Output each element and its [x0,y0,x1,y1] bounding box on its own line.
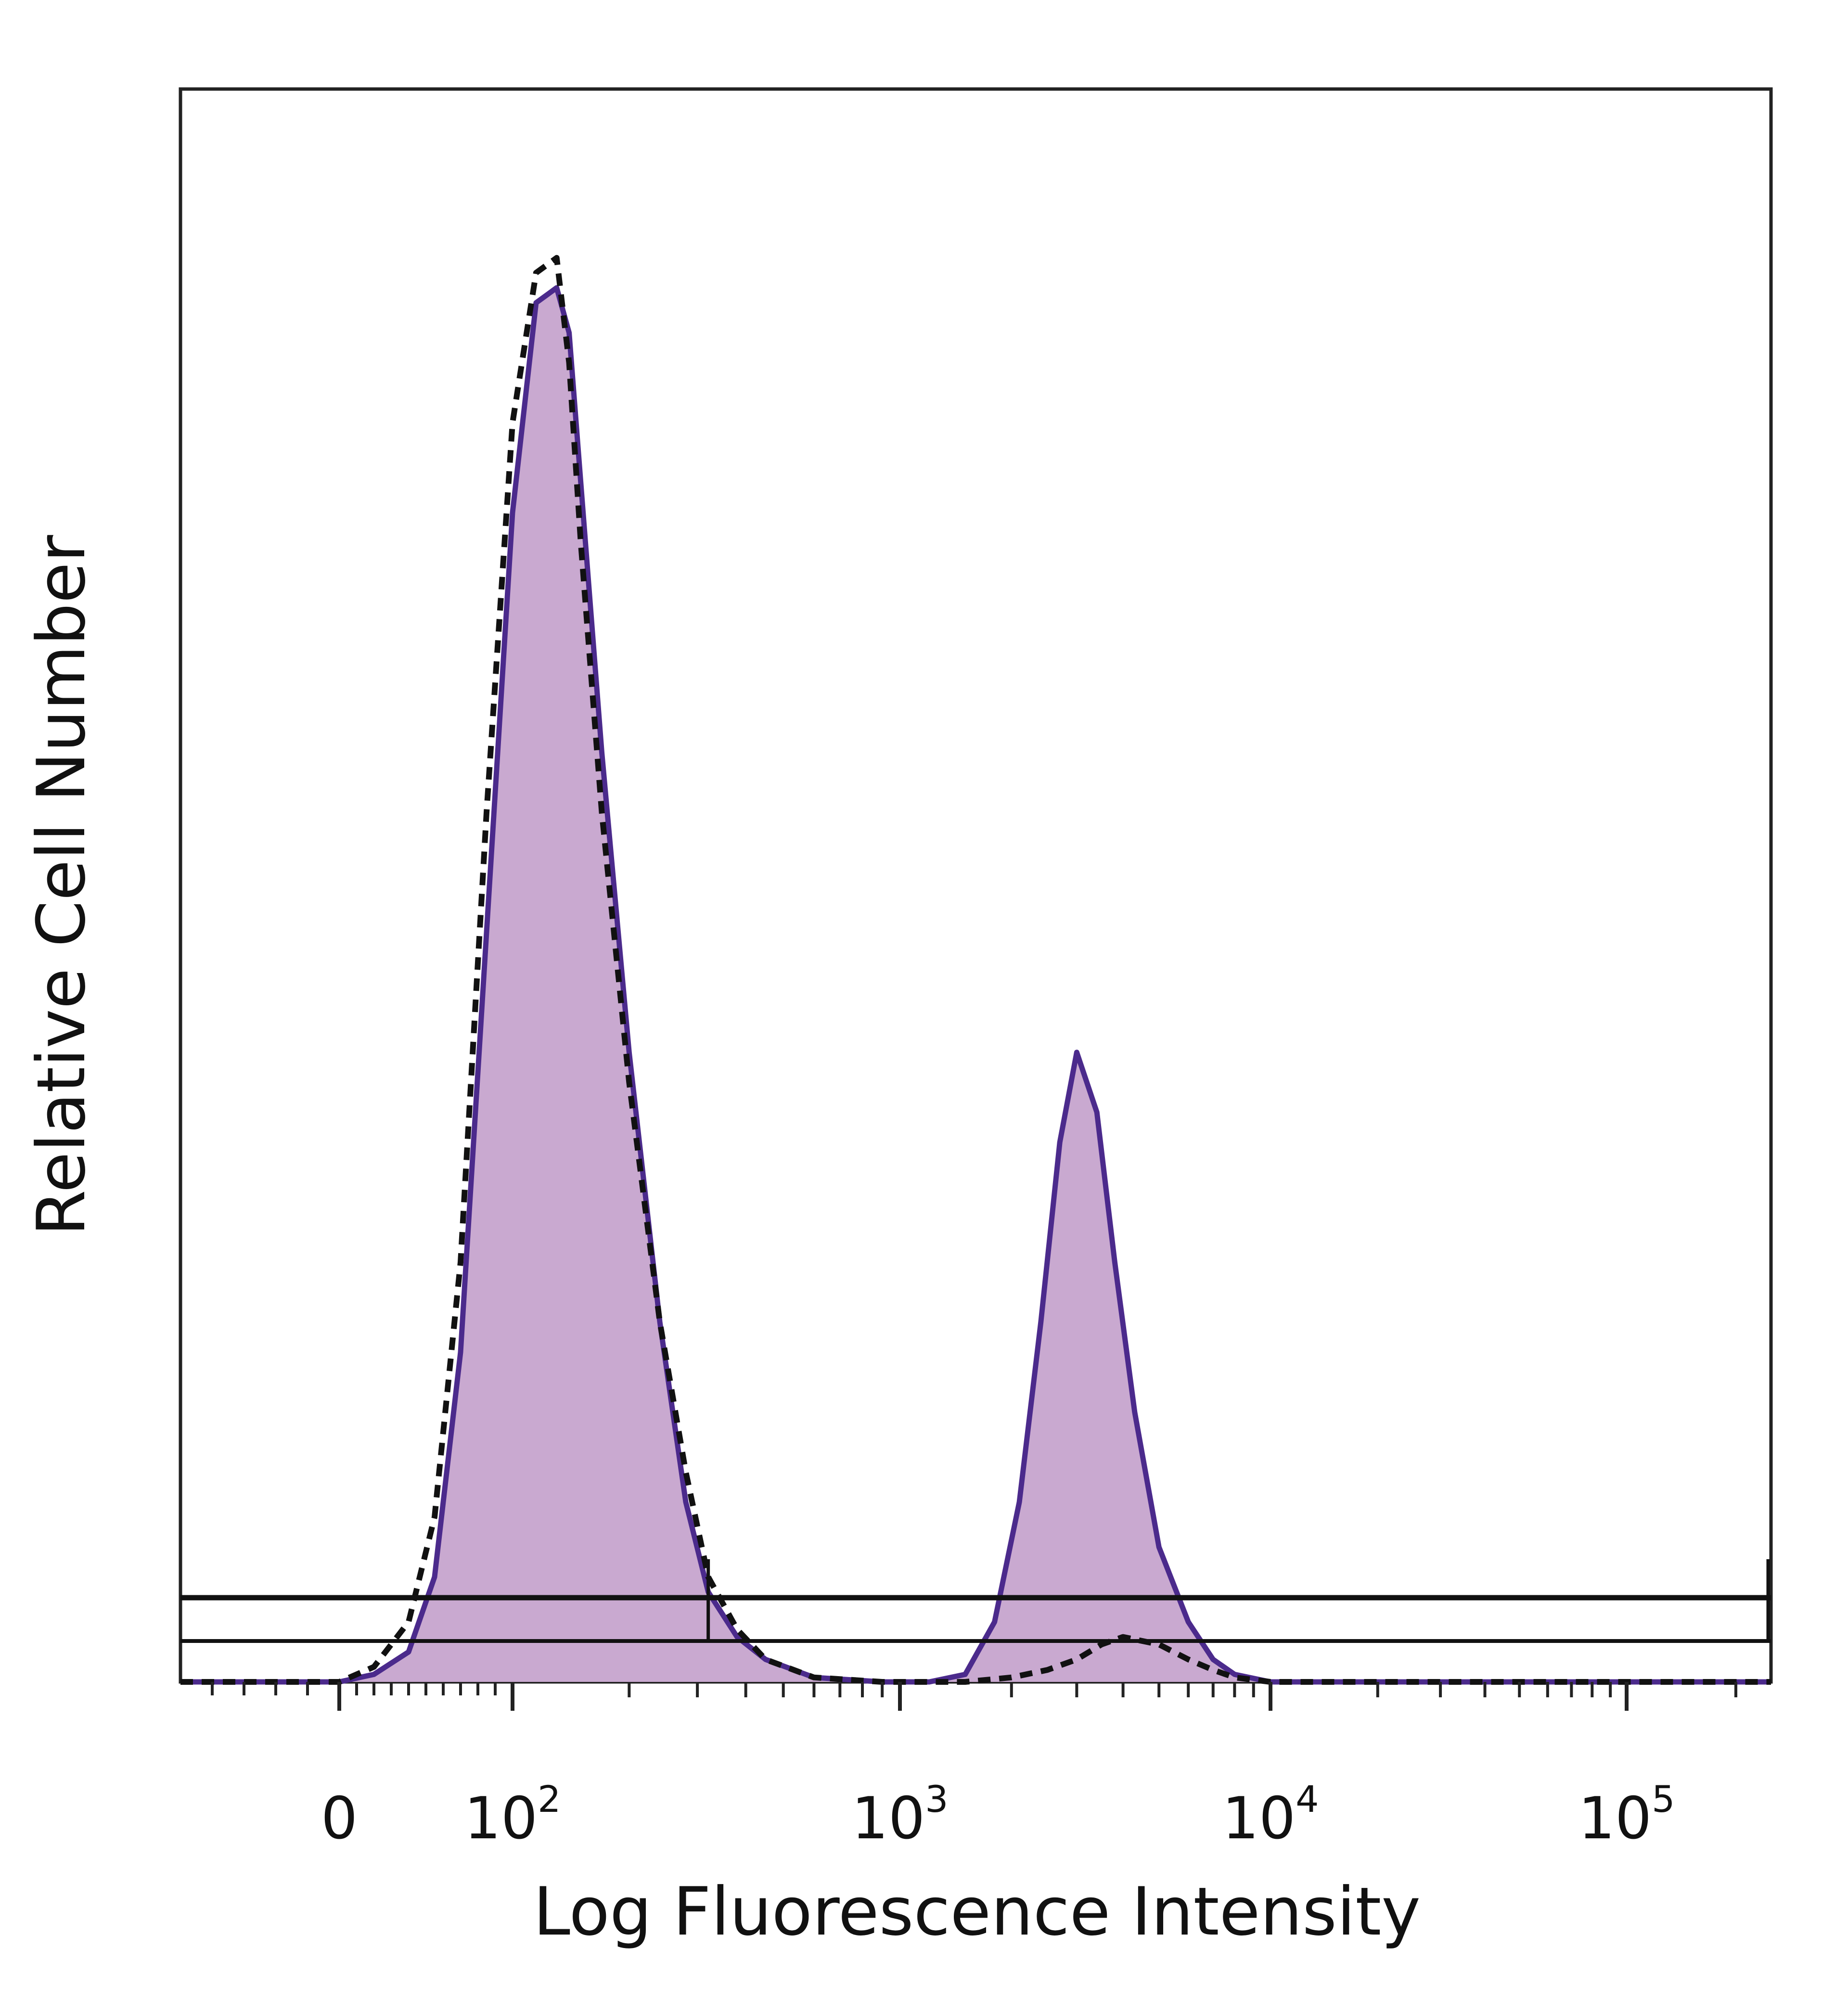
series-filled-area [180,288,1771,1682]
x-tick-label: 105 [1578,1778,1675,1852]
x-axis-tick-labels: 0 102 103 104 105 [321,1778,1675,1852]
x-tick-label: 0 [321,1785,358,1852]
y-axis-title: Relative Cell Number [23,535,100,1236]
plot-background [179,87,1773,1684]
x-tick-label: 102 [464,1778,561,1852]
x-axis-ticks [211,1682,1737,1711]
x-tick-label: 103 [851,1778,948,1852]
x-axis-title: Log Fluorescence Intensity [533,1873,1421,1950]
gate-marker [180,1559,1771,1643]
x-tick-label: 104 [1222,1778,1319,1852]
